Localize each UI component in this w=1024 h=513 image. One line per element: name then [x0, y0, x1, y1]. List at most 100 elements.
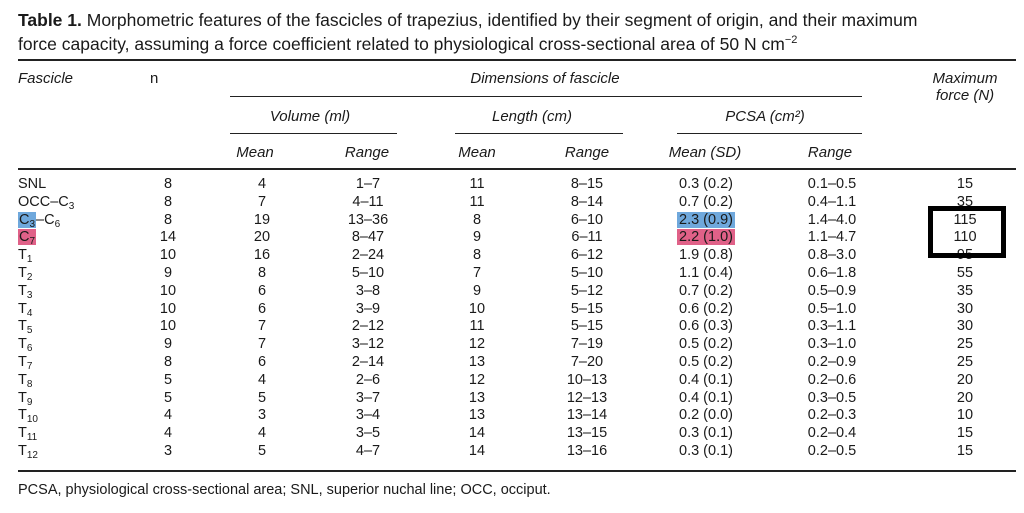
segment-subscript: 7 — [29, 236, 36, 248]
fascicle-name: T3 — [18, 282, 32, 301]
cell-force: 30 — [956, 318, 974, 335]
cell-len-mean: 11 — [469, 176, 485, 192]
table-caption-line1: Table 1. Morphometric features of the fa… — [18, 10, 917, 30]
cell-pcsa-range: 0.5–1.0 — [807, 300, 857, 317]
cell-force: 35 — [956, 193, 974, 210]
cell-pcsa-mean: 1.1 (0.4) — [679, 265, 733, 281]
header-n: n — [150, 70, 159, 87]
cell-vol-mean: 6 — [257, 282, 267, 299]
cell-vol-mean: 7 — [257, 193, 267, 210]
segment-subscript: 3 — [29, 218, 36, 230]
header-length: Length (cm) — [491, 108, 573, 125]
fascicle-label: T8 — [18, 372, 33, 390]
cell-len-mean: 10 — [468, 300, 486, 317]
cell-len-range: 6–12 — [570, 247, 604, 264]
cell-pcsa-mean: 0.5 (0.2) — [679, 336, 733, 353]
cell-pcsa-range: 0.6–1.8 — [807, 265, 857, 281]
cell-force: 20 — [956, 389, 974, 406]
cell-vol-mean: 4 — [257, 425, 267, 442]
fascicle-name: C7 — [18, 229, 37, 248]
cell-len-mean: 14 — [468, 425, 486, 442]
cell-n: 10 — [159, 300, 177, 317]
fascicle-segment: T — [18, 425, 27, 442]
cell-force: 10 — [956, 407, 974, 424]
cell-vol-range: 2–6 — [355, 371, 381, 388]
fascicle-segment: T — [18, 265, 27, 281]
caption-text: Morphometric features of the fascicles o… — [81, 10, 918, 30]
header-volume: Volume (ml) — [269, 108, 351, 125]
cell-pcsa-mean: 0.7 (0.2) — [679, 282, 733, 299]
cell-len-range: 6–10 — [570, 211, 604, 228]
cell-n: 10 — [159, 318, 177, 335]
fascicle-name: T11 — [18, 425, 37, 443]
fascicle-label: T6 — [18, 336, 32, 354]
cell-force: 15 — [956, 425, 974, 442]
fascicle-label: SNL — [18, 176, 46, 192]
cell-n: 14 — [159, 229, 177, 246]
cell-pcsa-range: 0.8–3.0 — [807, 247, 857, 264]
fascicle-segment: SNL — [18, 176, 47, 192]
cell-force: 30 — [956, 300, 974, 317]
cell-len-range: 7–20 — [570, 354, 604, 370]
cell-vol-range: 1–7 — [355, 176, 381, 192]
cell-len-mean: 13 — [468, 407, 486, 424]
cell-len-range: 5–15 — [570, 318, 604, 335]
segment-subscript: 6 — [54, 218, 61, 230]
segment-subscript: 8 — [26, 378, 33, 390]
cell-pcsa-mean: 0.4 (0.1) — [679, 371, 733, 388]
cell-force: 25 — [956, 336, 974, 353]
cell-vol-mean: 7 — [257, 318, 267, 335]
cell-len-mean: 8 — [472, 211, 482, 228]
cell-vol-range: 3–7 — [355, 389, 381, 406]
cell-len-range: 7–19 — [570, 336, 604, 353]
pcsa-rule — [677, 133, 862, 134]
segment-subscript: 7 — [26, 361, 33, 372]
cell-vol-mean: 6 — [257, 354, 267, 370]
cell-n: 10 — [159, 282, 177, 299]
cell-len-range: 13–14 — [566, 407, 608, 424]
fascicle-label: T1 — [18, 247, 33, 266]
fascicle-label: C7 — [18, 229, 37, 248]
cell-pcsa-range: 0.2–0.6 — [807, 371, 857, 388]
fascicle-name: OCC–C3 — [18, 194, 75, 212]
dimensions-rule — [230, 96, 862, 97]
cell-pcsa-mean: 0.2 (0.0) — [679, 407, 733, 424]
cell-len-range: 6–11 — [571, 229, 603, 246]
cell-vol-mean: 8 — [257, 265, 267, 281]
cell-vol-range: 2–24 — [351, 247, 385, 264]
cell-vol-range: 3–4 — [355, 407, 381, 424]
fascicle-label: T3 — [18, 282, 32, 301]
fascicle-segment: T — [18, 443, 27, 459]
segment-subscript: 1 — [26, 254, 33, 266]
cell-vol-mean: 7 — [257, 336, 267, 353]
cell-vol-range: 2–12 — [351, 318, 385, 335]
fascicle-name: SNL — [18, 176, 46, 192]
cell-pcsa-mean: 0.6 (0.3) — [679, 318, 733, 335]
cell-len-mean: 12 — [468, 371, 486, 388]
cell-pcsa-mean: 0.3 (0.1) — [679, 425, 733, 442]
segment-subscript: 10 — [26, 414, 38, 426]
cell-len-range: 12–13 — [566, 389, 608, 406]
fascicle-segment-end: –C — [36, 211, 55, 228]
fascicle-name: T12 — [18, 443, 38, 461]
fascicle-name: T4 — [18, 301, 32, 319]
cell-len-mean: 9 — [472, 229, 482, 246]
cell-pcsa-mean: 0.7 (0.2) — [679, 193, 733, 210]
fascicle-label: T9 — [18, 390, 32, 408]
cell-vol-mean: 5 — [257, 389, 267, 406]
fascicle-label: C3 — [18, 211, 37, 230]
segment-subscript: 12 — [26, 450, 38, 461]
fascicle-segment: T — [18, 336, 27, 353]
cell-vol-mean: 4 — [257, 176, 267, 192]
cell-pcsa-range: 0.2–0.4 — [807, 425, 857, 442]
fascicle-segment: T — [18, 318, 27, 335]
fascicle-label: OCC–C3 — [18, 194, 75, 212]
fascicle-name: T7 — [18, 354, 33, 372]
cell-n: 9 — [163, 265, 173, 281]
cell-n: 4 — [163, 407, 173, 424]
table-caption-line2: force capacity, assuming a force coeffic… — [18, 30, 797, 54]
cell-len-mean: 13 — [468, 354, 486, 370]
segment-subscript: 3 — [68, 200, 75, 212]
fascicle-segment: T — [18, 282, 27, 299]
cell-len-mean: 7 — [472, 265, 482, 281]
